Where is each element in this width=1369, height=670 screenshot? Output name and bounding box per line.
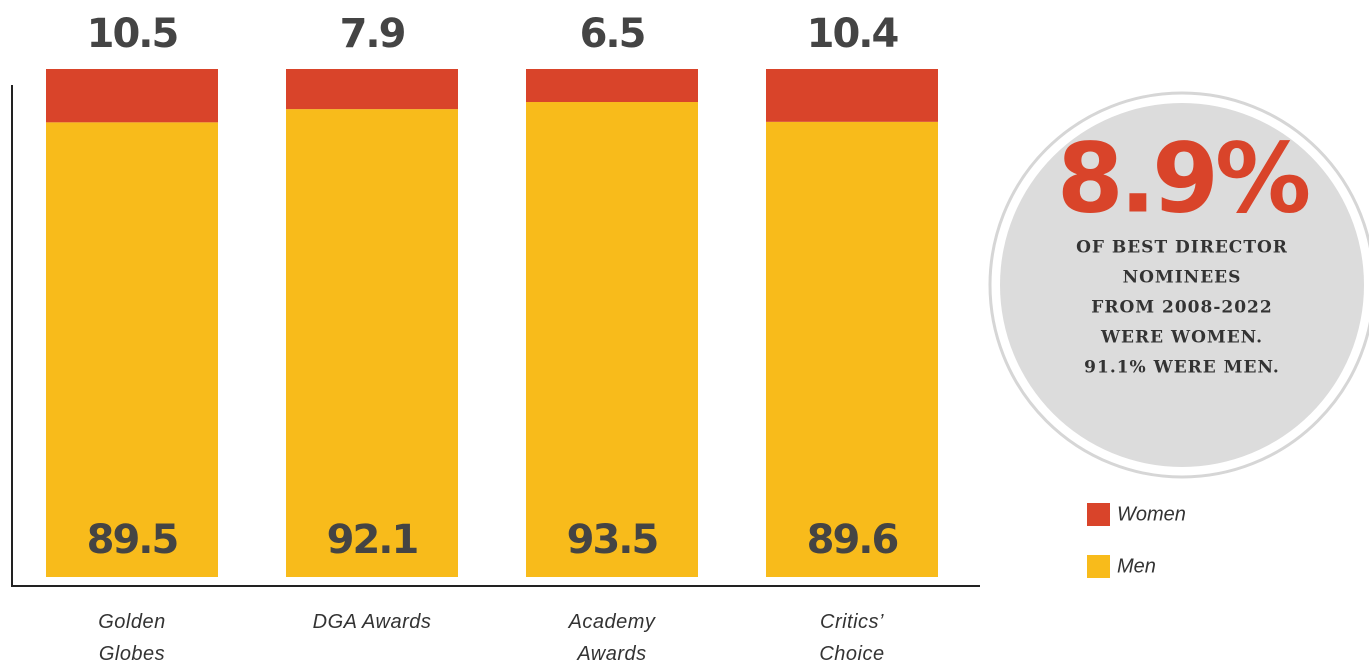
legend-label: Men (1117, 555, 1156, 577)
callout-circle (1000, 103, 1364, 467)
callout-text: NOMINEES (1123, 268, 1242, 288)
value-label: 10.5 (87, 11, 178, 57)
callout-text: FROM 2008-2022 (1091, 298, 1272, 318)
legend-label: Women (1117, 503, 1186, 525)
x-tick-label: Critics’ Choice (819, 611, 885, 665)
bar-segment (46, 69, 218, 123)
callout-text: OF BEST DIRECTOR (1076, 238, 1288, 258)
callout-text: WERE WOMEN. (1100, 328, 1263, 348)
bar-segment (46, 122, 218, 577)
callout-text: 91.1% WERE MEN. (1084, 358, 1280, 378)
value-label: 89.5 (87, 517, 178, 563)
bar-segment (286, 69, 458, 110)
value-label: 7.9 (340, 11, 405, 57)
x-tick-label: Golden Globes (98, 611, 166, 665)
bar-segment (526, 102, 698, 578)
bar-segment (766, 121, 938, 577)
x-tick-label: DGA Awards (312, 611, 432, 633)
callout-value: 8.9% (1057, 122, 1309, 234)
legend-swatch (1087, 555, 1110, 578)
value-label: 10.4 (807, 11, 898, 57)
value-label: 93.5 (567, 517, 658, 563)
value-label: 6.5 (580, 11, 645, 57)
value-label: 89.6 (807, 517, 898, 563)
bar-segment (286, 109, 458, 577)
value-label: 92.1 (327, 517, 418, 563)
legend-swatch (1087, 503, 1110, 526)
bar-segment (766, 69, 938, 122)
bar-segment (526, 69, 698, 103)
callout-ring (988, 91, 1369, 479)
x-tick-label: Academy Awards (568, 611, 656, 665)
